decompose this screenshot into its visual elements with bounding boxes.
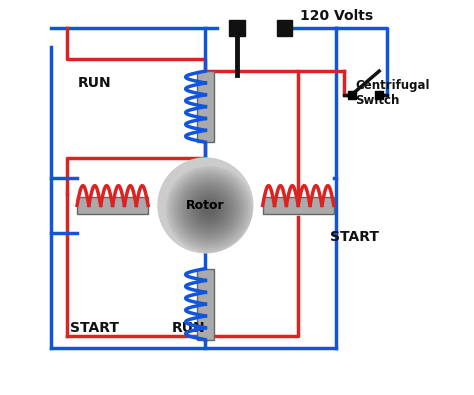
Circle shape [167,167,252,252]
Bar [263,197,334,214]
Circle shape [181,181,238,238]
Bar [77,197,148,214]
Text: START: START [70,321,119,335]
Text: Rotor: Rotor [186,199,225,212]
Circle shape [201,201,218,217]
Circle shape [199,199,219,219]
Text: Centrifugal
Switch: Centrifugal Switch [356,79,430,107]
Circle shape [197,197,221,222]
Circle shape [183,183,236,236]
Bar [197,269,214,340]
Circle shape [185,185,234,234]
Circle shape [189,189,229,229]
Circle shape [205,205,213,213]
Circle shape [193,193,226,226]
Text: START: START [330,230,379,244]
Text: RUN: RUN [78,76,111,90]
Circle shape [158,158,253,253]
Text: RUN: RUN [172,321,205,335]
Circle shape [179,179,240,240]
Bar [229,20,245,36]
Bar [276,20,292,36]
Circle shape [175,175,244,244]
Text: 120 Volts: 120 Volts [300,9,374,23]
Circle shape [177,177,242,242]
Circle shape [203,203,215,215]
Circle shape [191,191,228,228]
Circle shape [195,195,223,224]
Circle shape [171,171,248,248]
Circle shape [169,169,250,250]
Circle shape [173,173,246,246]
Bar [197,71,214,142]
Circle shape [187,187,232,231]
